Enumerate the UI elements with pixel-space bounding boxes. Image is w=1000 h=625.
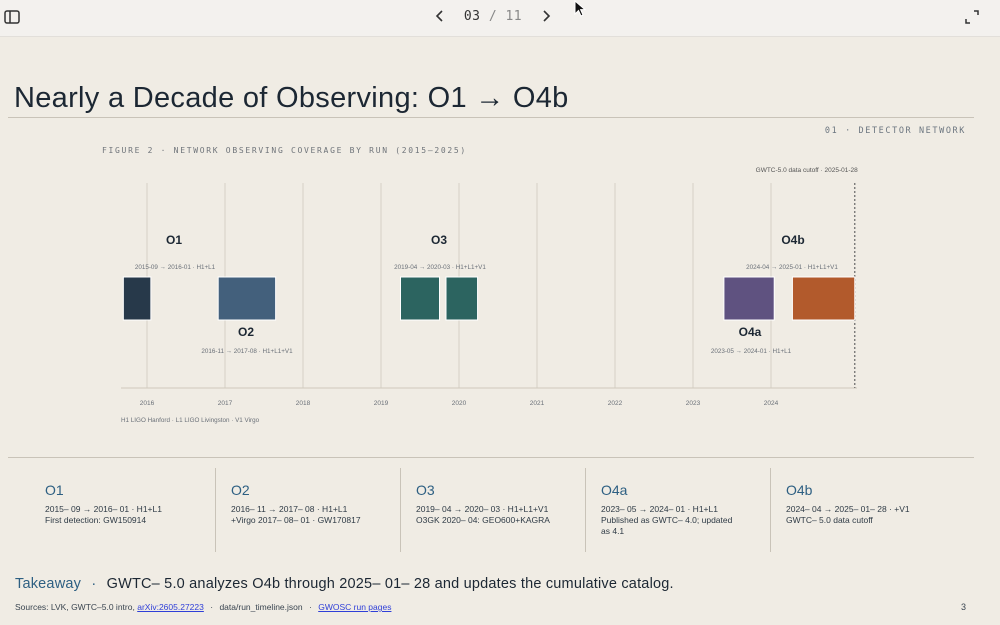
tick-label: 2016: [140, 400, 155, 407]
run-label-o3: O3: [431, 233, 447, 247]
run-bar-o4a: [723, 276, 775, 321]
run-bar-o3: [400, 276, 440, 321]
slide-title: Nearly a Decade of Observing: O1 → O4b: [14, 82, 569, 114]
sources-file: data/run_timeline.json: [219, 602, 303, 612]
sources-prefix: Sources: LVK, GWTC–5.0 intro,: [15, 602, 135, 612]
run-bar-o4b: [791, 276, 856, 321]
page-total: 11: [505, 8, 523, 24]
run-card-o4a: O4a 2023– 05 → 2024– 01 · H1+L1 Publishe…: [585, 468, 770, 552]
page-separator: /: [488, 8, 498, 24]
run-sublabel-o3: 2019-04 → 2020-03 · H1+L1+V1: [394, 264, 486, 271]
card-dates: 2019– 04 → 2020– 03 · H1+L1+V1: [416, 504, 549, 514]
run-bar-o3: [445, 276, 479, 321]
run-sublabel-o4a: 2023-05 → 2024-01 · H1+L1: [711, 348, 792, 355]
title-rule: [8, 117, 974, 118]
figure-caption: FIGURE 2 · NETWORK OBSERVING COVERAGE BY…: [102, 146, 467, 155]
viewer-toolbar: 03 / 11: [0, 0, 1000, 37]
card-dates: 2016– 11 → 2017– 08 · H1+L1: [231, 504, 348, 514]
run-label-o1: O1: [166, 233, 182, 247]
card-note: First detection: GW150914: [45, 515, 147, 525]
page-indicator: 03 / 11: [464, 9, 522, 24]
card-title: O1: [45, 482, 64, 498]
tick-label: 2017: [218, 400, 233, 407]
run-bar-o1: [122, 276, 152, 321]
card-title: O4a: [601, 482, 628, 498]
tick-label: 2021: [530, 400, 545, 407]
takeaway-label: Takeaway: [15, 576, 82, 592]
card-title: O4b: [786, 482, 813, 498]
section-label: 01 · DETECTOR NETWORK: [824, 126, 966, 136]
run-sublabel-o1: 2015-09 → 2016-01 · H1+L1: [135, 264, 216, 271]
sidebar-toggle-icon[interactable]: [4, 9, 20, 25]
pager: 03 / 11: [433, 4, 553, 28]
card-dates: 2023– 05 → 2024– 01 · H1+L1: [601, 504, 718, 514]
run-card-o4b: O4b 2024– 04 → 2025– 01– 28 · +V1 GWTC– …: [770, 468, 955, 552]
card-note: O3GK 2020– 04: GEO600+KAGRA: [416, 515, 550, 525]
expand-icon[interactable]: [964, 9, 980, 25]
run-label-o4a: O4a: [739, 325, 762, 339]
card-note: +Virgo 2017– 08– 01 · GW170817: [231, 515, 361, 525]
run-label-o4b: O4b: [781, 233, 804, 247]
cursor-icon: [574, 0, 587, 17]
takeaway: Takeaway · GWTC– 5.0 analyzes O4b throug…: [15, 576, 674, 592]
sources-line: Sources: LVK, GWTC–5.0 intro, arXiv:2605…: [15, 602, 391, 612]
card-note: Published as GWTC– 4.0; updated: [601, 515, 733, 525]
page-number: 3: [960, 602, 966, 612]
chart-legend: H1 LIGO Hanford · L1 LIGO Livingston · V…: [121, 417, 260, 424]
card-title: O2: [231, 482, 250, 498]
arxiv-link[interactable]: arXiv:2605.27223: [137, 602, 204, 612]
run-card-o2: O2 2016– 11 → 2017– 08 · H1+L1 +Virgo 20…: [215, 468, 400, 552]
section-divider: [8, 457, 974, 458]
run-label-o2: O2: [238, 325, 254, 339]
run-cards: O1 2015– 09 → 2016– 01 · H1+L1 First det…: [30, 468, 975, 552]
chevron-left-icon[interactable]: [433, 7, 447, 25]
card-note: GWTC– 5.0 data cutoff: [786, 515, 873, 525]
run-sublabel-o4b: 2024-04 → 2025-01 · H1+L1+V1: [746, 264, 838, 271]
run-sublabel-o2: 2016-11 → 2017-08 · H1+L1+V1: [201, 348, 293, 355]
chevron-right-icon[interactable]: [539, 7, 553, 25]
cutoff-annotation: GWTC-5.0 data cutoff · 2025-01-28: [756, 167, 859, 174]
run-card-o3: O3 2019– 04 → 2020– 03 · H1+L1+V1 O3GK 2…: [400, 468, 585, 552]
coverage-chart: 2016 2017 2018 2019 2020 2021 2022 2023 2024 GWTC…: [121, 167, 859, 424]
tick-label: 2020: [452, 400, 467, 407]
page-current: 03: [463, 8, 481, 24]
takeaway-text: GWTC– 5.0 analyzes O4b through 2025– 01–…: [106, 576, 674, 592]
gwosc-link[interactable]: GWOSC run pages: [318, 602, 392, 612]
sources-separator: ·: [210, 602, 214, 612]
tick-label: 2019: [374, 400, 389, 407]
card-dates: 2024– 04 → 2025– 01– 28 · +V1: [786, 504, 910, 514]
card-dates: 2015– 09 → 2016– 01 · H1+L1: [45, 504, 162, 514]
sources-separator: ·: [309, 602, 312, 612]
tick-label: 2024: [764, 400, 779, 407]
card-note-cont: as 4.1: [601, 526, 625, 536]
tick-label: 2023: [686, 400, 701, 407]
tick-label: 2018: [296, 400, 311, 407]
takeaway-separator: ·: [91, 576, 97, 592]
tick-label: 2022: [608, 400, 623, 407]
run-bar-o2: [217, 276, 277, 321]
run-card-o1: O1 2015– 09 → 2016– 01 · H1+L1 First det…: [30, 468, 215, 552]
card-title: O3: [416, 482, 435, 498]
